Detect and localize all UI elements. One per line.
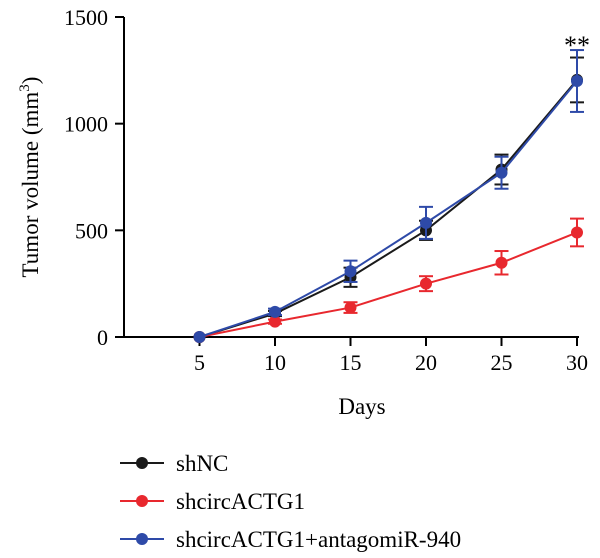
x-tick-label: 30 (566, 350, 588, 375)
y-axis-title-main: Tumor volume (mm (18, 92, 43, 278)
data-point (344, 265, 357, 278)
legend-marker (136, 495, 148, 507)
data-point (571, 75, 583, 87)
legend-item: shcircACTG1+antagomiR-940 (120, 527, 461, 552)
legend-marker (136, 457, 148, 469)
series-2 (193, 217, 584, 343)
series-1 (193, 56, 584, 343)
x-tick-label: 10 (264, 350, 286, 375)
y-tick-label: 0 (97, 325, 108, 350)
significance-annotation: ** (564, 31, 590, 60)
y-tick-label: 1500 (64, 5, 108, 30)
x-tick-label: 25 (491, 350, 513, 375)
legend-item: shcircACTG1 (120, 489, 305, 514)
legend-label: shNC (176, 451, 228, 476)
data-point (495, 256, 508, 269)
legend-label: shcircACTG1+antagomiR-940 (176, 527, 461, 552)
legend-item: shNC (120, 451, 228, 476)
data-point (344, 301, 357, 314)
y-axis-title-suffix: ) (18, 77, 43, 85)
legend-marker (136, 533, 148, 545)
data-point (269, 305, 281, 318)
series-line (199, 79, 578, 338)
data-point (495, 166, 508, 179)
x-tick-label: 15 (340, 350, 362, 375)
series-line (199, 80, 578, 338)
data-point (269, 315, 281, 328)
data-point (571, 226, 583, 239)
ticks: 0 500 1000 1500 5 10 15 20 25 30 (64, 5, 588, 375)
series-layer (193, 49, 584, 343)
series-line (199, 231, 578, 338)
axes (123, 17, 579, 338)
legend-label: shcircACTG1 (176, 489, 305, 514)
y-tick-label: 500 (75, 218, 108, 243)
data-point (420, 216, 432, 229)
data-point (420, 277, 432, 290)
legend: shNC shcircACTG1 shcircACTG1+antagomiR-940 (120, 451, 461, 552)
series-3 (193, 49, 584, 343)
x-tick-label: 20 (415, 350, 437, 375)
x-tick-label: 5 (194, 350, 205, 375)
data-point (193, 331, 206, 343)
y-axis-title: Tumor volume (mm3) (17, 77, 43, 278)
y-axis-title-superscript: 3 (17, 84, 33, 92)
y-tick-label: 1000 (64, 112, 108, 137)
x-axis-title: Days (338, 394, 385, 419)
